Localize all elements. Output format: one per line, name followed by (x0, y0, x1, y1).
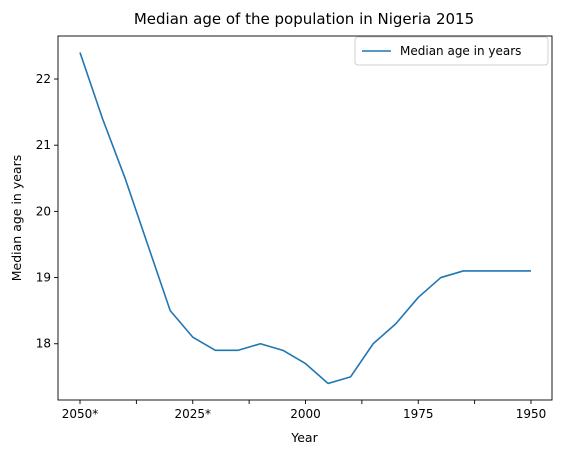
x-axis-label: Year (290, 430, 318, 445)
x-tick-label: 1975 (403, 407, 434, 421)
y-tick-label: 20 (36, 204, 51, 218)
y-tick-label: 19 (36, 271, 51, 285)
legend-entry-label: Median age in years (400, 44, 521, 58)
legend: Median age in years (354, 36, 549, 66)
y-axis: 18 19 20 21 22 (36, 72, 58, 351)
x-axis: 2050* 2025* 2000 1975 1950 (62, 400, 547, 421)
legend-box (354, 36, 549, 66)
plot-area (57, 35, 553, 401)
x-tick-label: 2050* (62, 407, 99, 421)
x-tick-label: 1950 (516, 407, 547, 421)
x-tick-label: 2025* (174, 407, 211, 421)
series-line (79, 52, 531, 385)
y-tick-label: 22 (36, 72, 51, 86)
y-axis-label: Median age in years (9, 155, 24, 281)
y-tick-label: 18 (36, 337, 51, 351)
chart-title: Median age of the population in Nigeria … (134, 10, 474, 28)
plot-frame (57, 35, 553, 401)
x-tick-label: 2000 (290, 407, 321, 421)
y-tick-label: 21 (36, 138, 51, 152)
